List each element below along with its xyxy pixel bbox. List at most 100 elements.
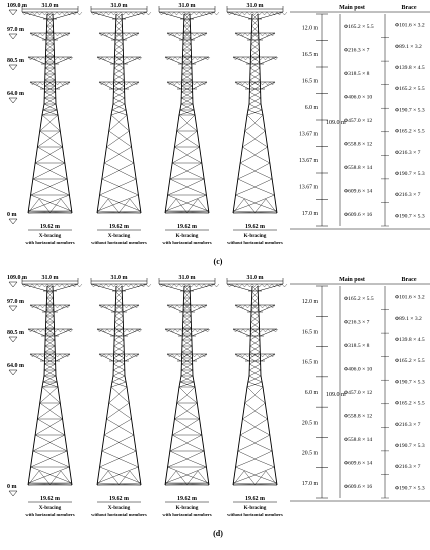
main-post-section: Φ609.6 × 16 xyxy=(344,212,372,218)
panel-c: 109.0 m 97.0 m 80.5 m 64.0 m 0 m 31.0 m 19.62 … xyxy=(7,3,430,266)
column-header-main-post: Main post xyxy=(339,277,365,283)
main-post-section: Φ406.0 × 10 xyxy=(344,94,372,100)
main-post-section: Φ609.6 × 14 xyxy=(344,189,372,195)
segment-length: 13.67 m xyxy=(299,184,318,190)
level-marker xyxy=(8,369,18,376)
base-width-label: 19.62 m xyxy=(40,496,60,502)
level-marker xyxy=(8,490,18,497)
segment-length: 16.5 m xyxy=(302,52,319,58)
level-marker xyxy=(8,64,18,71)
tower-bracing-sublabel: without horizontal members xyxy=(227,240,283,245)
main-post-section: Φ457.0 × 12 xyxy=(344,118,372,124)
main-post-section: Φ558.8 × 14 xyxy=(344,165,372,171)
total-height-label: 109.0 m xyxy=(326,120,346,126)
main-post-section: Φ558.8 × 14 xyxy=(344,437,372,443)
brace-section: Φ139.8 × 4.5 xyxy=(395,337,425,343)
segment-length: 13.67 m xyxy=(299,131,318,137)
brace-section: Φ190.7 × 5.3 xyxy=(395,213,425,219)
elevation-label: 97.0 m xyxy=(7,299,24,305)
segment-length: 12.0 m xyxy=(302,299,319,305)
elevation-label: 109.0 m xyxy=(7,3,27,9)
top-width-label: 31.0 m xyxy=(179,275,196,281)
segment-length: 17.0 m xyxy=(302,481,319,487)
elevation-label: 109.0 m xyxy=(7,275,27,281)
main-post-section: Φ406.0 × 10 xyxy=(344,366,372,372)
base-width-label: 19.62 m xyxy=(245,224,265,230)
brace-section: Φ216.3 × 7 xyxy=(395,150,421,156)
segment-length: 16.5 m xyxy=(302,78,319,84)
base-width-label: 19.62 m xyxy=(245,496,265,502)
segment-length: 17.0 m xyxy=(302,211,319,217)
elevation-label: 64.0 m xyxy=(7,363,24,369)
base-width-label: 19.62 m xyxy=(109,224,129,230)
panel-d: 109.0 m 97.0 m 80.5 m 64.0 m 0 m 31.0 m 19.62 … xyxy=(7,275,430,538)
top-width-label: 31.0 m xyxy=(247,275,264,281)
elevation-label: 0 m xyxy=(7,484,17,490)
level-marker xyxy=(8,218,18,225)
main-post-section: Φ558.8 × 12 xyxy=(344,142,372,148)
brace-section: Φ165.2 × 5.5 xyxy=(395,358,425,364)
tower-bracing-sublabel: with horizontal members xyxy=(162,512,211,517)
brace-section: Φ89.1 × 3.2 xyxy=(395,44,422,50)
top-width-label: 31.0 m xyxy=(111,275,128,281)
base-width-label: 19.62 m xyxy=(177,496,197,502)
brace-section: Φ101.6 × 3.2 xyxy=(395,295,425,301)
tower-bracing-sublabel: without horizontal members xyxy=(227,512,283,517)
column-header-brace: Brace xyxy=(402,5,417,11)
brace-section: Φ216.3 × 7 xyxy=(395,192,421,198)
main-post-section: Φ165.2 × 5.5 xyxy=(344,296,374,302)
total-height-label: 109.0 m xyxy=(326,392,346,398)
brace-section: Φ89.1 × 3.2 xyxy=(395,316,422,322)
tower-bracing-sublabel: with horizontal members xyxy=(162,240,211,245)
elevation-label: 64.0 m xyxy=(7,91,24,97)
segment-length: 12.0 m xyxy=(302,25,319,31)
brace-section: Φ216.3 × 7 xyxy=(395,464,421,470)
tower-bracing-sublabel: with horizontal members xyxy=(25,512,74,517)
elevation-label: 0 m xyxy=(7,212,17,218)
base-width-label: 19.62 m xyxy=(177,224,197,230)
tower-bracing-sublabel: without horizontal members xyxy=(91,240,147,245)
brace-section: Φ165.2 × 5.5 xyxy=(395,401,425,407)
top-width-label: 31.0 m xyxy=(247,3,264,9)
elevation-label: 80.5 m xyxy=(7,330,24,336)
segment-length: 6.0 m xyxy=(305,105,319,111)
segment-length: 20.5 m xyxy=(302,420,319,426)
brace-section: Φ190.7 × 5.3 xyxy=(395,171,425,177)
level-marker xyxy=(8,33,18,40)
brace-section: Φ190.7 × 5.3 xyxy=(395,107,425,113)
tower-bracing-label: X-bracing xyxy=(108,505,131,511)
panel-caption: (d) xyxy=(213,529,223,538)
member-table: Main post Brace 109.0 m 12.0 m 16.5 m 16.5 m 6… xyxy=(290,5,430,230)
level-marker xyxy=(8,9,18,16)
tower-bracing-label: K-bracing xyxy=(176,233,199,239)
elevation-label: 97.0 m xyxy=(7,27,24,33)
main-post-section: Φ165.2 × 5.5 xyxy=(344,24,374,30)
brace-section: Φ165.2 × 5.5 xyxy=(395,86,425,92)
segment-length: 20.5 m xyxy=(302,451,319,457)
segment-length: 6.0 m xyxy=(305,390,319,396)
member-table: Main post Brace 109.0 m 12.0 m 16.5 m 16.5 m 6… xyxy=(290,277,430,502)
main-post-section: Φ318.5 × 8 xyxy=(344,71,370,77)
tower-bracing-sublabel: without horizontal members xyxy=(91,512,147,517)
brace-section: Φ190.7 × 5.3 xyxy=(395,485,425,491)
main-post-section: Φ216.3 × 7 xyxy=(344,47,370,53)
tower-bracing-label: X-bracing xyxy=(39,505,62,511)
segment-length: 16.5 m xyxy=(302,329,319,335)
segment-length: 16.5 m xyxy=(302,360,319,366)
brace-section: Φ101.6 × 3.2 xyxy=(395,23,425,29)
level-marker xyxy=(8,305,18,312)
main-post-section: Φ318.5 × 8 xyxy=(344,343,370,349)
panel-caption: (c) xyxy=(214,257,223,266)
level-marker xyxy=(8,97,18,104)
tower-bracing-label: K-bracing xyxy=(244,505,267,511)
main-post-section: Φ558.8 × 12 xyxy=(344,414,372,420)
brace-section: Φ165.2 × 5.5 xyxy=(395,129,425,135)
